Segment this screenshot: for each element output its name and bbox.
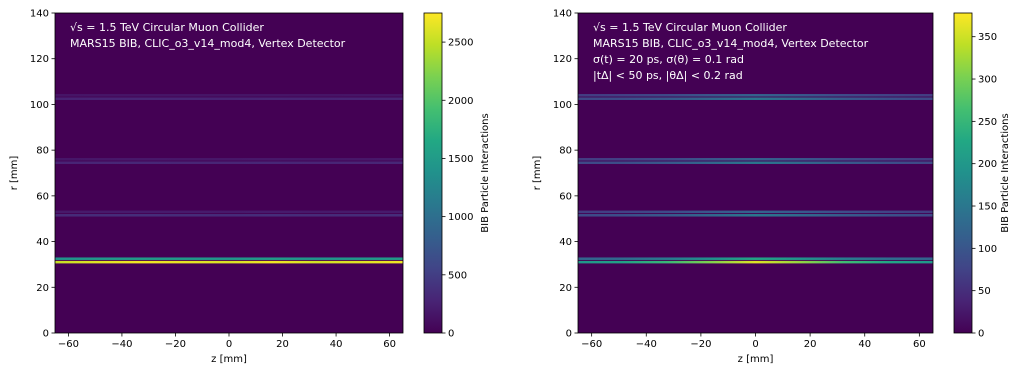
x-tick-label: 0 [226,339,232,350]
colorbar-bar [953,12,973,334]
layer-band-r102.5 [578,97,933,100]
y-axis-label: r [mm] [532,156,543,191]
annotation-line: √s = 1.5 TeV Circular Muon Collider [593,21,787,34]
x-tick-label: −60 [581,339,602,350]
y-tick-label: 80 [559,146,572,157]
layer-band-r32.5 [55,257,403,260]
colorbar-tick-label: 200 [978,159,997,170]
y-tick-label: 0 [43,329,49,340]
y-tick-label: 100 [553,100,572,111]
colorbar: 0 50 100 150 200 250 300 350 BIB Particle Intera… [953,12,1011,340]
colorbar-tick-label: 2500 [448,38,473,49]
x-tick-label: −60 [58,339,79,350]
y-tick-label: 100 [30,100,49,111]
y-axis-label: r [mm] [9,156,20,191]
layer-band-r53 [55,210,403,214]
layer-band-r104 [55,94,403,97]
x-tick-label: −20 [690,339,711,350]
layer-band-r104 [578,94,933,97]
y-tick-label: 80 [36,146,49,157]
x-axis-label: z [mm] [738,354,774,365]
y-tick-label: 120 [553,54,572,65]
layer-band-r51.5 [55,214,403,217]
layer-band-r51.5 [578,214,933,217]
y-tick-label: 40 [36,237,49,248]
y-tick-label: 40 [559,237,572,248]
colorbar: 0 500 1000 1500 2000 2500 BIB Particle Interac… [423,12,491,340]
y-tick-label: 60 [36,191,49,202]
colorbar-label: BIB Particle Interactions [480,113,491,232]
layer-band-r76 [55,158,403,161]
layer-band-r102.5 [55,97,403,100]
colorbar-tick-label: 0 [448,329,454,340]
y-tick-label: 120 [30,54,49,65]
colorbar-tick-label: 500 [448,270,467,281]
x-tick-label: −20 [165,339,186,350]
layer-band-r74.5 [55,161,403,164]
annotation-line: |tΔ| < 50 ps, |θΔ| < 0.2 rad [593,69,743,82]
y-tick-label: 140 [30,9,49,20]
heatmap-background [578,13,933,333]
x-tick-label: 60 [913,339,926,350]
x-tick-label: −40 [111,339,132,350]
x-tick-label: 20 [276,339,289,350]
annotation-line: MARS15 BIB, CLIC_o3_v14_mod4, Vertex Det… [593,37,869,50]
colorbar-tick-label: 300 [978,75,997,86]
colorbar-tick-label: 50 [978,286,991,297]
heatmap-layers [578,94,933,264]
x-tick-label: 0 [752,339,758,350]
layer-band-r31 [55,260,403,264]
layer-band-r74.5 [578,161,933,164]
heatmap-layers [55,94,403,264]
colorbar-tick-label: 1000 [448,212,473,223]
y-tick-label: 20 [559,283,572,294]
annotation-line: MARS15 BIB, CLIC_o3_v14_mod4, Vertex Det… [70,37,346,50]
layer-band-r53 [578,210,933,214]
x-tick-label: −40 [636,339,657,350]
colorbar-tick-label: 1500 [448,154,473,165]
colorbar-tick-label: 350 [978,32,997,43]
panel-2: −60 −40 −20 0 20 40 60 0 20 40 60 80 100 120 140 z [mm]… [532,9,1011,366]
colorbar-tick-label: 150 [978,202,997,213]
y-tick-label: 140 [553,9,572,20]
x-tick-label: 40 [330,339,343,350]
x-tick-label: 60 [383,339,396,350]
heatmap-background [55,13,403,333]
y-tick-label: 60 [559,191,572,202]
layer-band-r32.5 [578,257,933,260]
annotation-line: √s = 1.5 TeV Circular Muon Collider [70,21,264,34]
x-tick-label: 20 [804,339,817,350]
colorbar-tick-label: 2000 [448,96,473,107]
y-tick-label: 0 [566,329,572,340]
colorbar-tick-label: 250 [978,117,997,128]
y-tick-label: 20 [36,283,49,294]
layer-band-r31 [578,260,933,264]
layer-band-r76 [578,158,933,161]
colorbar-label: BIB Particle Interactions [1000,113,1011,232]
colorbar-bar [423,12,443,334]
x-axis-label: z [mm] [211,354,247,365]
annotation-line: σ(t) = 20 ps, σ(θ) = 0.1 rad [593,53,744,66]
panel-1: −60 −40 −20 0 20 40 60 0 20 40 60 80 100 120 140 z [mm]… [9,9,491,366]
colorbar-tick-label: 100 [978,244,997,255]
x-tick-label: 40 [858,339,871,350]
colorbar-tick-label: 0 [978,329,984,340]
